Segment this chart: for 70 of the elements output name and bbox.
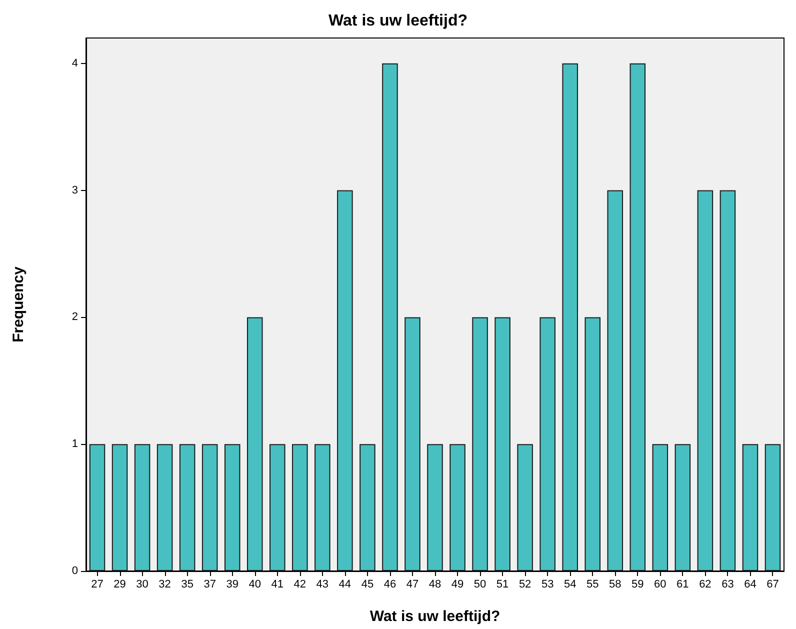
bar	[246, 317, 263, 571]
x-tick-label: 50	[474, 578, 486, 590]
bar	[337, 190, 353, 571]
x-tick-label: 51	[496, 578, 509, 590]
x-axis-title: Wat is uw leeftijd?	[370, 608, 500, 625]
x-tick-label: 29	[114, 578, 126, 590]
x-tick-label: 60	[654, 578, 666, 590]
x-tick-label: 55	[586, 578, 599, 590]
bar	[404, 317, 420, 571]
x-tick-label: 54	[564, 578, 576, 590]
x-tick-label: 27	[91, 578, 104, 590]
x-tick-label: 32	[158, 578, 171, 590]
bar	[674, 444, 691, 571]
bar	[517, 444, 533, 571]
x-tick-label: 41	[271, 578, 284, 590]
bar	[292, 444, 308, 571]
x-tick-label: 52	[518, 578, 532, 590]
x-tick-label: 62	[699, 578, 712, 590]
y-tick-label: 4	[72, 57, 78, 70]
bar	[202, 444, 218, 571]
bar	[134, 444, 150, 571]
bar	[697, 190, 714, 571]
bar	[652, 444, 668, 571]
bar	[584, 317, 600, 571]
bar	[764, 444, 781, 571]
x-tick-label: 30	[136, 578, 148, 590]
bar	[540, 317, 556, 571]
x-tick-label: 37	[204, 578, 216, 590]
y-tick-label: 2	[72, 311, 78, 324]
x-tick-label: 40	[248, 578, 261, 590]
x-tick-label: 49	[451, 578, 464, 590]
y-tick-label: 3	[72, 184, 78, 196]
bar	[112, 444, 128, 571]
bar	[360, 444, 376, 571]
bar	[382, 63, 398, 571]
chart-title: Wat is uw leeftijd?	[328, 12, 468, 30]
x-tick-label: 48	[428, 578, 442, 590]
y-tick-label: 0	[72, 565, 78, 577]
x-tick-label: 44	[338, 578, 352, 590]
bar	[607, 190, 624, 571]
bar	[742, 444, 758, 571]
x-tick-label: 59	[632, 578, 644, 590]
bar	[179, 444, 196, 571]
bar	[427, 444, 443, 571]
y-axis-title: Frequency	[10, 266, 27, 342]
x-tick-label: 67	[766, 578, 779, 590]
x-tick-label: 53	[541, 578, 554, 590]
x-tick-label: 39	[226, 578, 238, 590]
bar	[720, 190, 736, 571]
x-tick-label: 63	[722, 578, 734, 590]
bar	[494, 317, 510, 571]
bar	[224, 444, 240, 571]
x-tick-label: 45	[361, 578, 374, 590]
x-tick-label: 58	[609, 578, 622, 590]
x-tick-label: 43	[316, 578, 329, 590]
x-tick-label: 61	[676, 578, 689, 590]
bar	[314, 444, 330, 571]
bar	[156, 444, 173, 571]
bar	[450, 444, 466, 571]
bar	[89, 444, 106, 571]
x-tick-label: 64	[744, 578, 756, 590]
bar	[562, 63, 578, 571]
bar	[270, 444, 286, 571]
y-tick-label: 1	[72, 438, 78, 450]
x-tick-label: 42	[294, 578, 306, 590]
x-tick-label: 35	[181, 578, 194, 590]
bar	[472, 317, 488, 571]
x-tick-label: 47	[406, 578, 419, 590]
x-tick-label: 46	[384, 578, 396, 590]
bar	[630, 63, 646, 571]
